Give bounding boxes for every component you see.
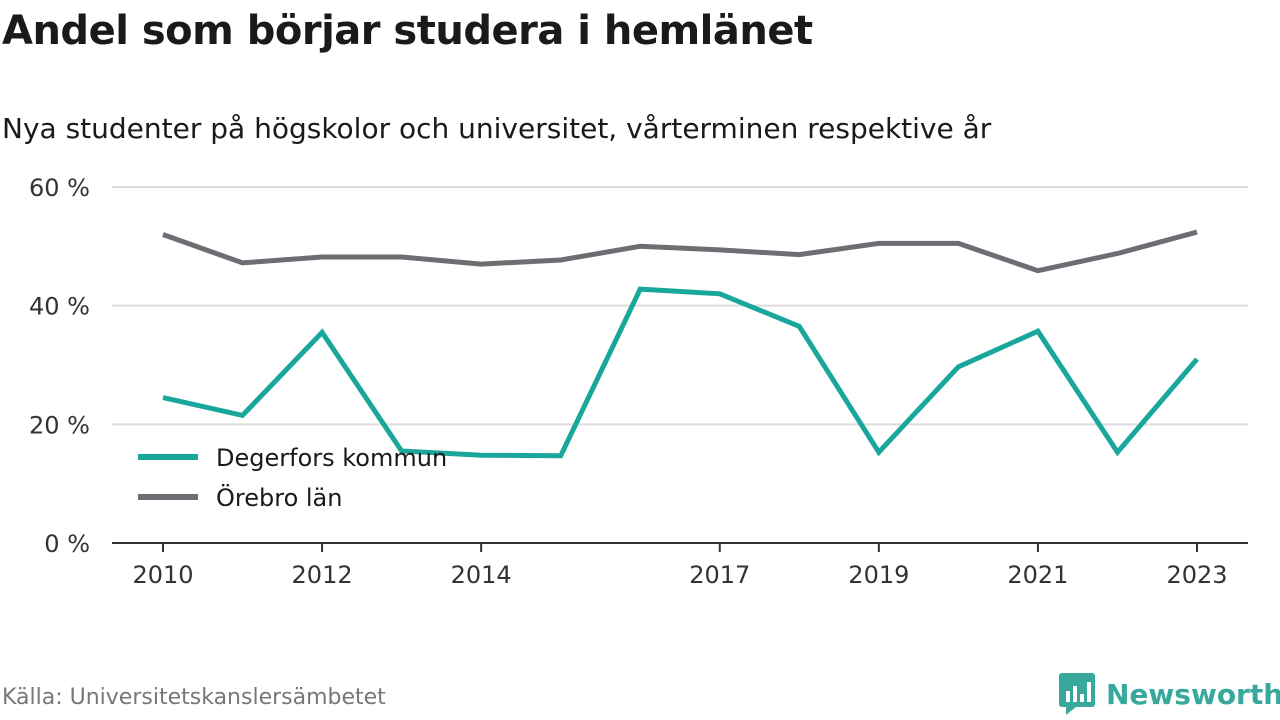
- newsworthy-logo-icon: [1059, 673, 1095, 715]
- x-tick-label: 2021: [1007, 561, 1068, 589]
- x-tick-label: 2017: [689, 561, 750, 589]
- x-tick-label: 2023: [1166, 561, 1227, 589]
- y-tick-label: 40 %: [29, 293, 90, 321]
- x-tick-label: 2012: [292, 561, 353, 589]
- newsworthy-logo: Newsworthy: [1058, 672, 1280, 716]
- y-tick-label: 0 %: [44, 530, 90, 558]
- x-tick-label: 2014: [451, 561, 512, 589]
- legend-orebro-label: Örebro län: [216, 483, 342, 512]
- series-line-degerfors: [162, 286, 1199, 459]
- logo-text: Newsworthy: [1106, 677, 1280, 711]
- x-tick-label: 2010: [132, 561, 193, 589]
- series-line-orebro: [162, 229, 1198, 274]
- legend-degerfors-label: Degerfors kommun: [216, 444, 447, 472]
- source-note: Källa: Universitetskanslersämbetet: [2, 685, 386, 710]
- y-tick-label: 20 %: [29, 411, 90, 439]
- chart-subtitle: Nya studenter på högskolor och universit…: [2, 112, 992, 145]
- x-tick-label: 2019: [848, 561, 909, 589]
- y-tick-label: 60 %: [29, 174, 90, 202]
- chart-title: Andel som börjar studera i hemlänet: [2, 8, 813, 54]
